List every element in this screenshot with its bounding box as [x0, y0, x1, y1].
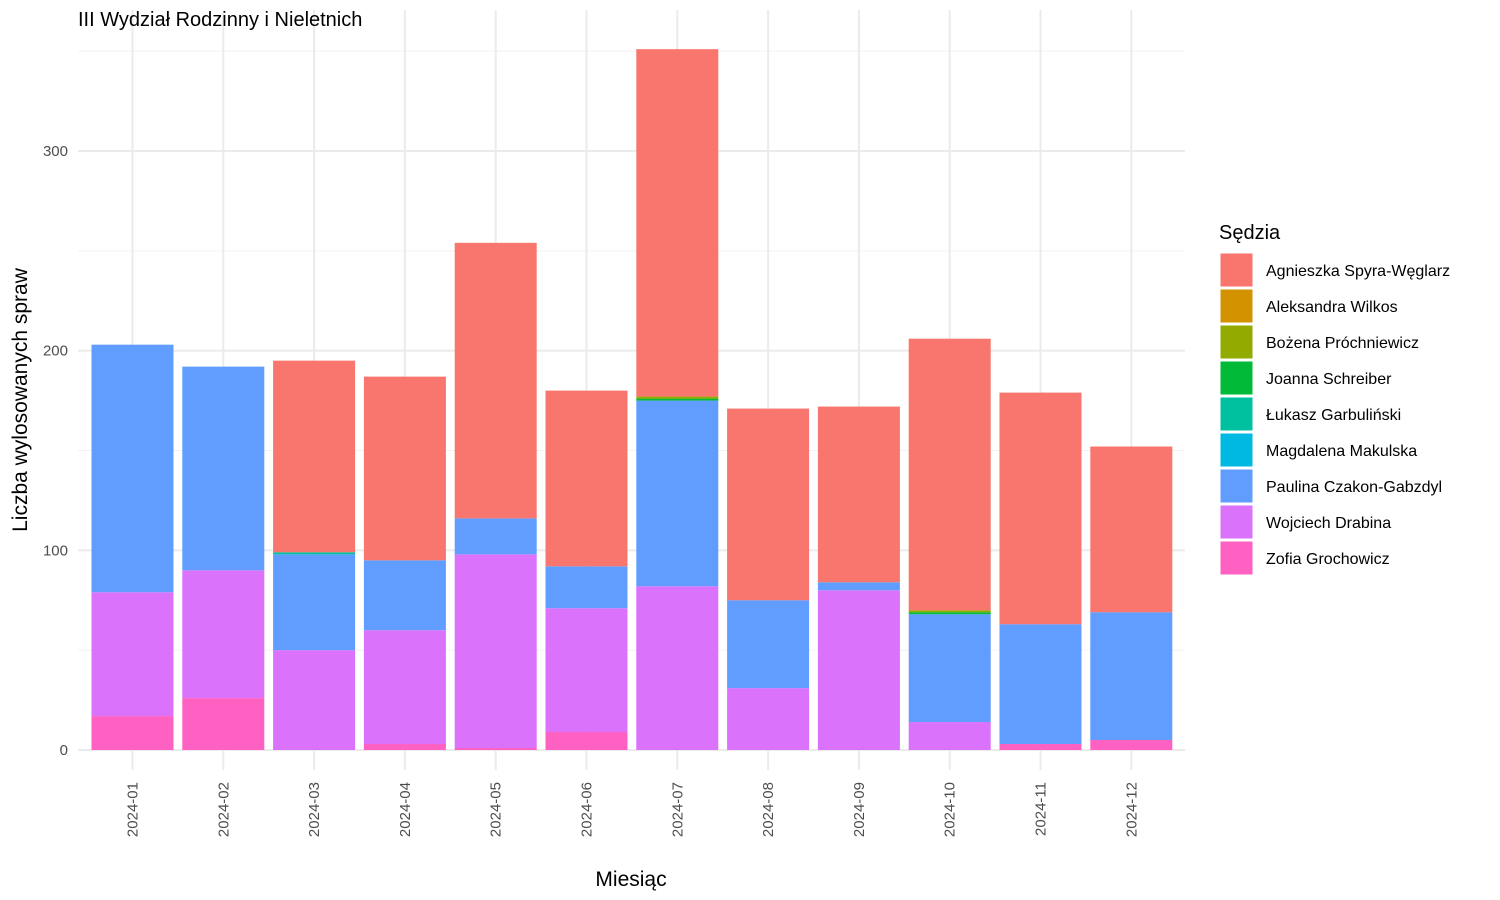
- legend-label: Joanna Schreiber: [1266, 371, 1392, 388]
- bar-segment: 2024-05 – Wojciech Drabina: 97: [454, 554, 537, 749]
- bar-segment: 2024-01 – Wojciech Drabina: 62: [91, 592, 174, 717]
- bar-segment: 2024-06 – Paulina Czakon-Gabzdyl: 21: [545, 566, 628, 609]
- bar-segment: 2024-06 – Zofia Grochowicz: 9: [545, 732, 628, 750]
- y-tick-label: 200: [43, 343, 68, 360]
- legend-swatch: [1219, 288, 1254, 324]
- y-tick-label: 0: [60, 742, 68, 759]
- bar-segment: 2024-04 – Paulina Czakon-Gabzdyl: 35: [363, 560, 446, 631]
- legend-label: Agnieszka Spyra-Węglarz: [1266, 263, 1450, 280]
- bar-segment: 2024-10 – Agnieszka Spyra-Węglarz: 136: [908, 338, 991, 611]
- bar-segment: 2024-09 – Paulina Czakon-Gabzdyl: 4: [817, 582, 900, 591]
- x-tick-label: 2024-03: [306, 782, 323, 837]
- x-tick-label: 2024-12: [1123, 782, 1140, 837]
- legend-swatch: [1219, 252, 1254, 288]
- x-tick-label: 2024-08: [760, 782, 777, 837]
- bar-segment: 2024-05 – Agnieszka Spyra-Węglarz: 138: [454, 242, 537, 519]
- bar-segment: 2024-05 – Paulina Czakon-Gabzdyl: 18: [454, 518, 537, 555]
- y-tick-label: 100: [43, 542, 68, 559]
- x-tick-label: 2024-04: [397, 782, 414, 837]
- bar-segment: 2024-07 – Bożena Próchniewicz: 1: [636, 396, 719, 399]
- y-axis-title: Liczba wylosowanych spraw: [9, 267, 32, 532]
- chart-title: III Wydział Rodzinny i Nieletnich: [78, 9, 362, 31]
- bar-segment: 2024-04 – Wojciech Drabina: 57: [363, 630, 446, 745]
- x-tick-label: 2024-01: [125, 782, 142, 837]
- bar-segment: 2024-02 – Zofia Grochowicz: 26: [182, 698, 265, 750]
- bar-segment: 2024-12 – Agnieszka Spyra-Węglarz: 83: [1090, 446, 1173, 613]
- bar-segment: 2024-12 – Paulina Czakon-Gabzdyl: 64: [1090, 612, 1173, 741]
- bar-segment: 2024-11 – Paulina Czakon-Gabzdyl: 60: [999, 624, 1082, 745]
- legend-label: Magdalena Makulska: [1266, 443, 1417, 460]
- bar-segment: 2024-09 – Agnieszka Spyra-Węglarz: 88: [817, 406, 900, 583]
- legend-label: Bożena Próchniewicz: [1266, 335, 1419, 352]
- bar-segment: 2024-10 – Paulina Czakon-Gabzdyl: 54: [908, 614, 991, 723]
- bar-segment: 2024-02 – Paulina Czakon-Gabzdyl: 102: [182, 366, 265, 571]
- bar-segment: 2024-03 – Łukasz Garbuliński: 1: [273, 552, 356, 555]
- bar-segment: 2024-06 – Wojciech Drabina: 62: [545, 608, 628, 733]
- legend-swatch: [1219, 360, 1254, 396]
- bar-segment: 2024-03 – Paulina Czakon-Gabzdyl: 48: [273, 554, 356, 651]
- legend-swatch: [1219, 540, 1254, 576]
- bar-segment: 2024-10 – Wojciech Drabina: 14: [908, 722, 991, 750]
- bar-segment: 2024-07 – Joanna Schreiber: 1: [636, 398, 719, 401]
- legend-swatch: [1219, 432, 1254, 468]
- bar-segment: 2024-04 – Zofia Grochowicz: 3: [363, 744, 446, 750]
- x-tick-label: 2024-10: [942, 782, 959, 837]
- legend-swatch: [1219, 468, 1254, 504]
- legend-label: Paulina Czakon-Gabzdyl: [1266, 479, 1442, 496]
- y-tick-label: 300: [43, 143, 68, 160]
- x-tick-label: 2024-05: [488, 782, 505, 837]
- x-tick-label: 2024-07: [669, 782, 686, 837]
- legend: Sędzia Agnieszka Spyra-Węglarz Aleksandra…: [1219, 222, 1450, 576]
- x-tick-label: 2024-06: [579, 782, 596, 837]
- legend-label: Łukasz Garbuliński: [1266, 407, 1401, 424]
- bar-segment: 2024-03 – Agnieszka Spyra-Węglarz: 96: [273, 360, 356, 553]
- bar-segment: 2024-10 – Joanna Schreiber: 1: [908, 612, 991, 615]
- bar-segment: 2024-04 – Agnieszka Spyra-Węglarz: 92: [363, 376, 446, 561]
- bar-segment: 2024-01 – Paulina Czakon-Gabzdyl: 124: [91, 344, 174, 593]
- legend-label: Aleksandra Wilkos: [1266, 299, 1398, 316]
- bar-segment: 2024-07 – Wojciech Drabina: 82: [636, 586, 719, 750]
- bar-segment: 2024-11 – Agnieszka Spyra-Węglarz: 116: [999, 392, 1082, 625]
- legend-title: Sędzia: [1219, 222, 1281, 244]
- bar-segment: 2024-05 – Zofia Grochowicz: 1: [454, 748, 537, 750]
- bar-segment: 2024-07 – Agnieszka Spyra-Węglarz: 174: [636, 49, 719, 397]
- legend-label: Wojciech Drabina: [1266, 515, 1391, 532]
- legend-label: Zofia Grochowicz: [1266, 551, 1390, 568]
- x-tick-label: 2024-09: [851, 782, 868, 837]
- bar-segment: 2024-08 – Agnieszka Spyra-Węglarz: 96: [727, 408, 810, 601]
- x-tick-label: 2024-02: [215, 782, 232, 837]
- bar-segment: 2024-12 – Zofia Grochowicz: 5: [1090, 740, 1173, 750]
- legend-swatch: [1219, 504, 1254, 540]
- bar-segment: 2024-09 – Wojciech Drabina: 80: [817, 590, 900, 750]
- bar-segment: 2024-11 – Zofia Grochowicz: 3: [999, 744, 1082, 750]
- bar-segment: 2024-06 – Agnieszka Spyra-Węglarz: 88: [545, 390, 628, 567]
- bar-segment: 2024-08 – Wojciech Drabina: 31: [727, 688, 810, 750]
- x-tick-label: 2024-11: [1033, 782, 1050, 836]
- bar-segment: 2024-02 – Wojciech Drabina: 64: [182, 570, 265, 699]
- bar-segment: 2024-01 – Zofia Grochowicz: 17: [91, 716, 174, 750]
- bar-segment: 2024-08 – Paulina Czakon-Gabzdyl: 44: [727, 600, 810, 689]
- bar-segment: 2024-03 – Wojciech Drabina: 50: [273, 650, 356, 750]
- bar-segment: 2024-07 – Paulina Czakon-Gabzdyl: 93: [636, 400, 719, 587]
- bar-segment: 2024-10 – Bożena Próchniewicz: 1: [908, 610, 991, 613]
- legend-swatch: [1219, 396, 1254, 432]
- x-axis-title: Miesiąc: [595, 868, 666, 891]
- legend-swatch: [1219, 324, 1254, 360]
